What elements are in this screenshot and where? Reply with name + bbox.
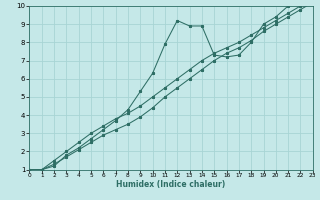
X-axis label: Humidex (Indice chaleur): Humidex (Indice chaleur) — [116, 180, 226, 189]
